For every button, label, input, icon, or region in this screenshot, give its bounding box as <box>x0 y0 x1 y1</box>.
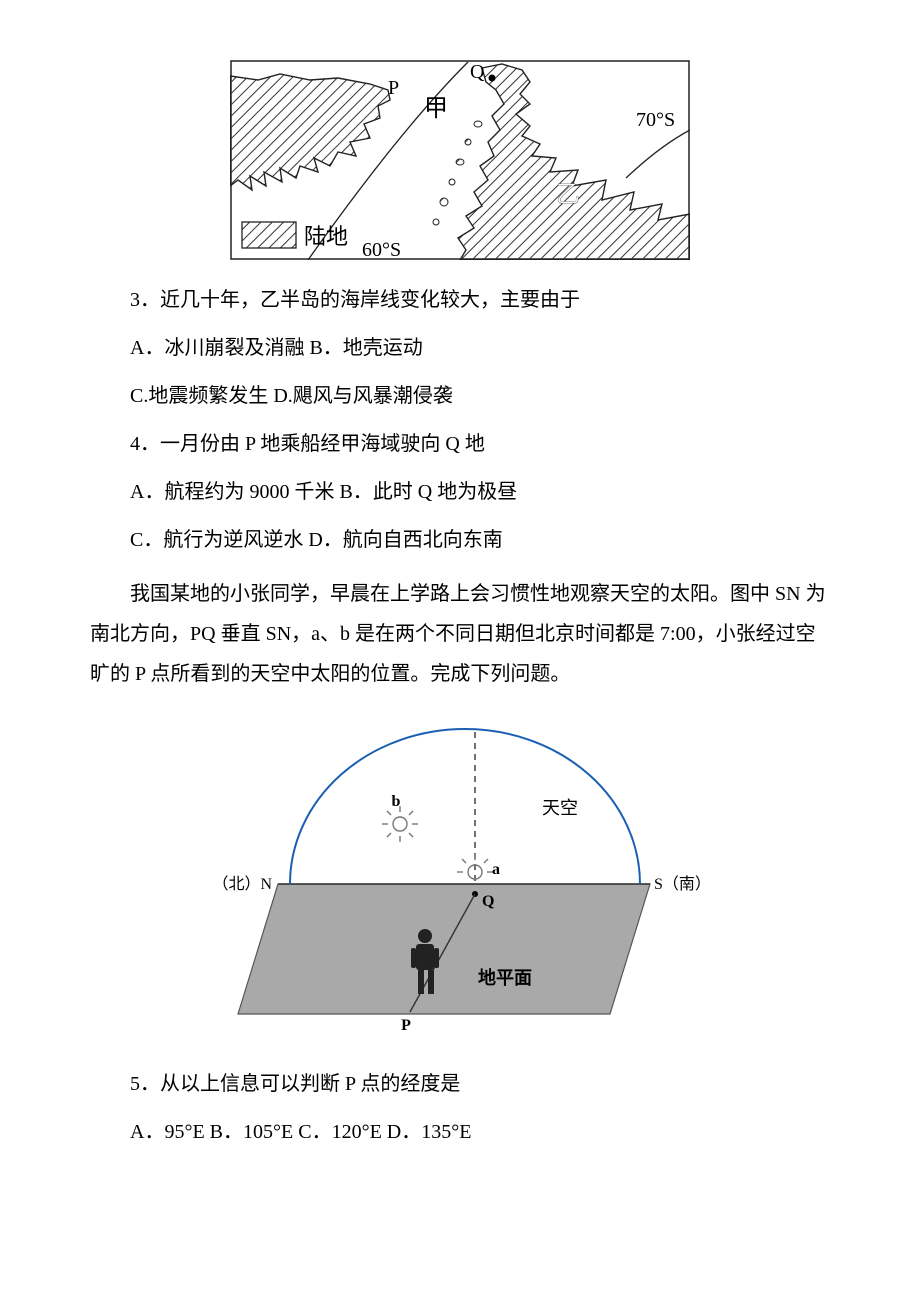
q3-options-cd: C.地震频繁发生 D.飓风与风暴潮侵袭 <box>90 376 830 416</box>
label-yi: 乙 <box>556 182 580 208</box>
q5-options: A．95°E B．105°E C．120°E D．135°E <box>90 1112 830 1152</box>
label-b: b <box>392 793 401 810</box>
q4-options-ab: A．航程约为 9000 千米 B．此时 Q 地为极昼 <box>90 472 830 512</box>
label-70s: 70°S <box>636 109 675 131</box>
label-60s: 60°S <box>362 239 401 260</box>
map-svg: P Q 甲 乙 70°S 60°S 陆地 <box>230 60 690 260</box>
q5-opt-c: C．120°E <box>298 1121 382 1143</box>
q4-opt-d: D．航向自西北向东南 <box>308 529 502 551</box>
q5-opt-d: D．135°E <box>387 1121 472 1143</box>
label-a: a <box>492 861 500 878</box>
sky-svg: b a Q 天空 （北）N S（南） 地平面 P <box>220 714 700 1044</box>
passage-text: 我国某地的小张同学，早晨在上学路上会习惯性地观察天空的太阳。图中 SN 为南北方… <box>90 574 830 694</box>
label-jia: 甲 <box>424 96 448 122</box>
label-north: （北）N <box>220 875 272 893</box>
q3-options-ab: A．冰川崩裂及消融 B．地壳运动 <box>90 328 830 368</box>
label-p2: P <box>401 1017 411 1034</box>
q5-opt-b: B．105°E <box>210 1121 294 1143</box>
figure-sky: b a Q 天空 （北）N S（南） 地平面 P <box>90 714 830 1044</box>
q4-stem: 4．一月份由 P 地乘船经甲海域驶向 Q 地 <box>90 424 830 464</box>
q3-opt-d: D.飓风与风暴潮侵袭 <box>273 385 452 407</box>
q3-opt-a: A．冰川崩裂及消融 <box>130 337 304 359</box>
q3-stem: 3．近几十年，乙半岛的海岸线变化较大，主要由于 <box>90 280 830 320</box>
legend-label: 陆地 <box>304 224 348 249</box>
label-q2: Q <box>482 893 494 910</box>
label-q: Q <box>470 61 485 83</box>
q5-opt-a: A．95°E <box>130 1121 205 1143</box>
sun-b-icon <box>382 806 418 842</box>
q4-options-cd: C．航行为逆风逆水 D．航向自西北向东南 <box>90 520 830 560</box>
q3-opt-c: C.地震频繁发生 <box>130 385 268 407</box>
figure-map: P Q 甲 乙 70°S 60°S 陆地 <box>90 60 830 260</box>
label-ground: 地平面 <box>478 967 532 988</box>
label-south: S（南） <box>654 875 700 893</box>
q4-opt-a: A．航程约为 9000 千米 <box>130 481 334 503</box>
q4-opt-b: B．此时 Q 地为极昼 <box>339 481 517 503</box>
label-sky: 天空 <box>542 798 578 818</box>
q4-opt-c: C．航行为逆风逆水 <box>130 529 303 551</box>
q5-stem: 5．从以上信息可以判断 P 点的经度是 <box>90 1064 830 1104</box>
q3-opt-b: B．地壳运动 <box>309 337 422 359</box>
label-p: P <box>388 77 399 99</box>
